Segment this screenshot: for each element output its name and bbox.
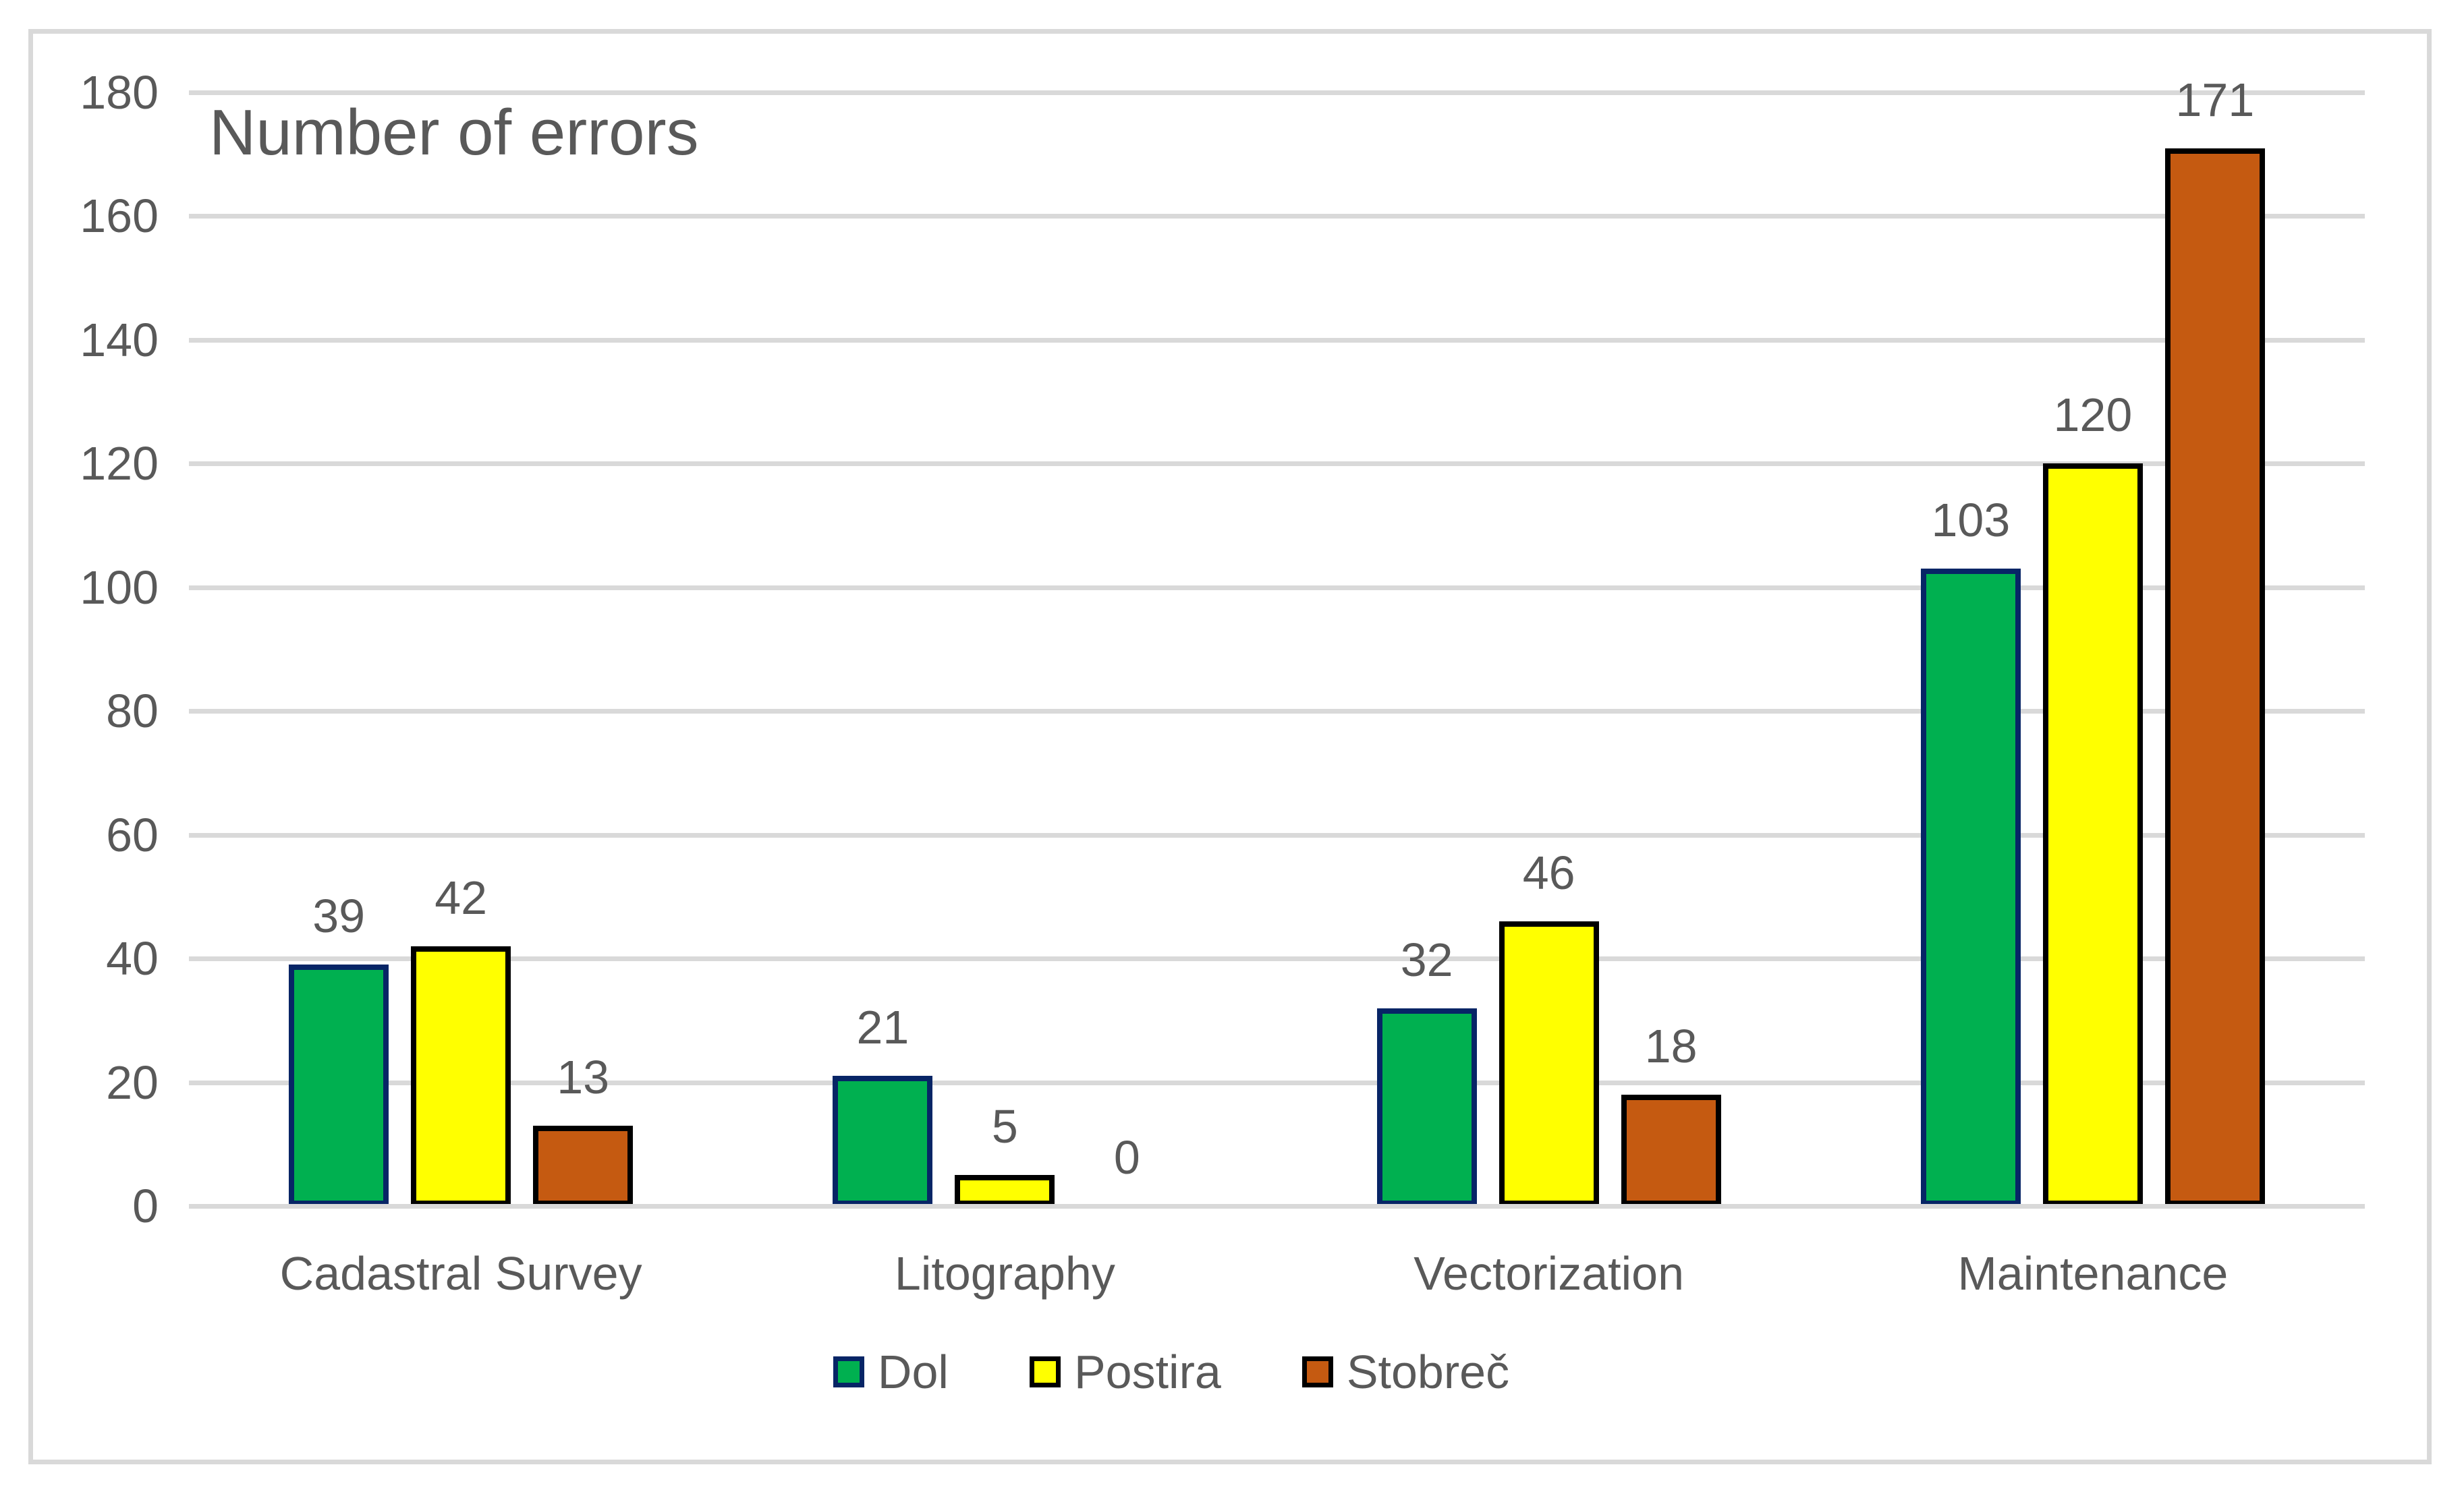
bar-dol-3	[1376, 1008, 1477, 1206]
data-label-postira-1: 42	[435, 871, 488, 924]
data-label-postira-2: 5	[991, 1100, 1018, 1153]
legend-item-stobreč: Stobreč	[1301, 1346, 1510, 1398]
legend: Dol Postira Stobreč	[0, 1348, 2403, 1396]
bar-postira-3	[1499, 921, 1599, 1206]
bar-dol-4	[1920, 569, 2021, 1206]
gridline-160	[189, 214, 2365, 219]
bar-stobreč-1	[533, 1125, 634, 1206]
category-label-2: Litography	[894, 1247, 1115, 1300]
bar-slot-dol: 32	[1376, 92, 1477, 1206]
category-group-litography: 21 5 0	[733, 92, 1277, 1206]
bar-dol-1	[289, 965, 389, 1206]
y-axis-tick-label-20: 20	[106, 1056, 159, 1109]
gridline-120	[189, 461, 2365, 467]
gridline-20	[189, 1080, 2365, 1085]
category-label-1: Cadastral Survey	[279, 1247, 642, 1300]
gridline-0	[189, 1204, 2365, 1209]
y-axis-tick-label-120: 120	[80, 437, 159, 490]
data-label-dol-2: 21	[856, 1001, 909, 1054]
bar-slot-stobreč: 0	[1077, 92, 1177, 1206]
bar-dol-2	[833, 1076, 933, 1206]
bar-postira-2	[955, 1175, 1055, 1206]
data-label-stobreč-4: 171	[2175, 73, 2255, 126]
x-axis-category-labels: Cadastral Survey Litography Vectorization M…	[189, 1248, 2365, 1299]
category-label-4: Maintenance	[1957, 1247, 2229, 1300]
y-axis-tick-label-140: 140	[80, 313, 159, 366]
bar-slot-postira: 42	[411, 92, 511, 1206]
bar-slot-stobreč: 18	[1621, 92, 1721, 1206]
data-label-postira-4: 120	[2053, 389, 2133, 442]
y-axis-tick-label-160: 160	[80, 190, 159, 243]
bar-postira-4	[2042, 463, 2143, 1206]
data-label-dol-1: 39	[312, 890, 366, 943]
bar-slot-postira: 46	[1499, 92, 1599, 1206]
y-axis-tick-label-60: 60	[106, 808, 159, 861]
gridline-100	[189, 585, 2365, 590]
data-label-postira-3: 46	[1522, 846, 1575, 900]
legend-swatch-dol	[833, 1356, 864, 1387]
plot-area: 39 42 13 21 5 0 32 46 18 103 120 171	[189, 75, 2365, 1206]
data-label-stobreč-1: 13	[557, 1050, 610, 1103]
legend-swatch-postira	[1029, 1356, 1061, 1387]
y-axis-tick-label-0: 0	[132, 1180, 159, 1232]
category-group-vectorization: 32 46 18	[1277, 92, 1821, 1206]
data-label-stobreč-3: 18	[1644, 1019, 1698, 1072]
chart-title: Number of errors	[209, 96, 699, 169]
bar-slot-dol: 103	[1920, 92, 2021, 1206]
category-group-cadastral-survey: 39 42 13	[189, 92, 733, 1206]
chart-outer-border	[28, 29, 2432, 1464]
bar-slot-dol: 39	[289, 92, 389, 1206]
gridline-60	[189, 832, 2365, 838]
data-label-dol-4: 103	[1931, 494, 2011, 547]
bar-slot-postira: 5	[955, 92, 1055, 1206]
category-group-maintenance: 103 120 171	[1821, 75, 2365, 1206]
legend-label-postira: Postira	[1073, 1346, 1221, 1398]
gridline-80	[189, 709, 2365, 714]
legend-label-stobreč: Stobreč	[1346, 1346, 1510, 1398]
bar-slot-dol: 21	[833, 92, 933, 1206]
legend-item-postira: Postira	[1029, 1346, 1221, 1398]
y-axis-tick-label-40: 40	[106, 932, 159, 985]
gridline-180	[189, 90, 2365, 95]
data-label-stobreč-2: 0	[1113, 1131, 1140, 1184]
bar-slot-postira: 120	[2042, 92, 2143, 1206]
y-axis-tick-label-100: 100	[80, 561, 159, 614]
gridline-40	[189, 956, 2365, 962]
legend-swatch-stobreč	[1301, 1356, 1333, 1387]
gridline-140	[189, 337, 2365, 343]
legend-label-dol: Dol	[877, 1346, 949, 1398]
bar-stobreč-3	[1621, 1094, 1721, 1206]
data-label-dol-3: 32	[1400, 933, 1453, 986]
legend-item-dol: Dol	[833, 1348, 949, 1396]
bar-slot-stobreč: 13	[533, 92, 634, 1206]
category-label-3: Vectorization	[1413, 1247, 1685, 1300]
y-axis-tick-label-80: 80	[106, 685, 159, 738]
y-axis-tick-label-180: 180	[80, 66, 159, 119]
bar-slot-stobreč: 171	[2164, 75, 2265, 1206]
bar-stobreč-4	[2164, 148, 2265, 1206]
bar-postira-1	[411, 946, 511, 1206]
